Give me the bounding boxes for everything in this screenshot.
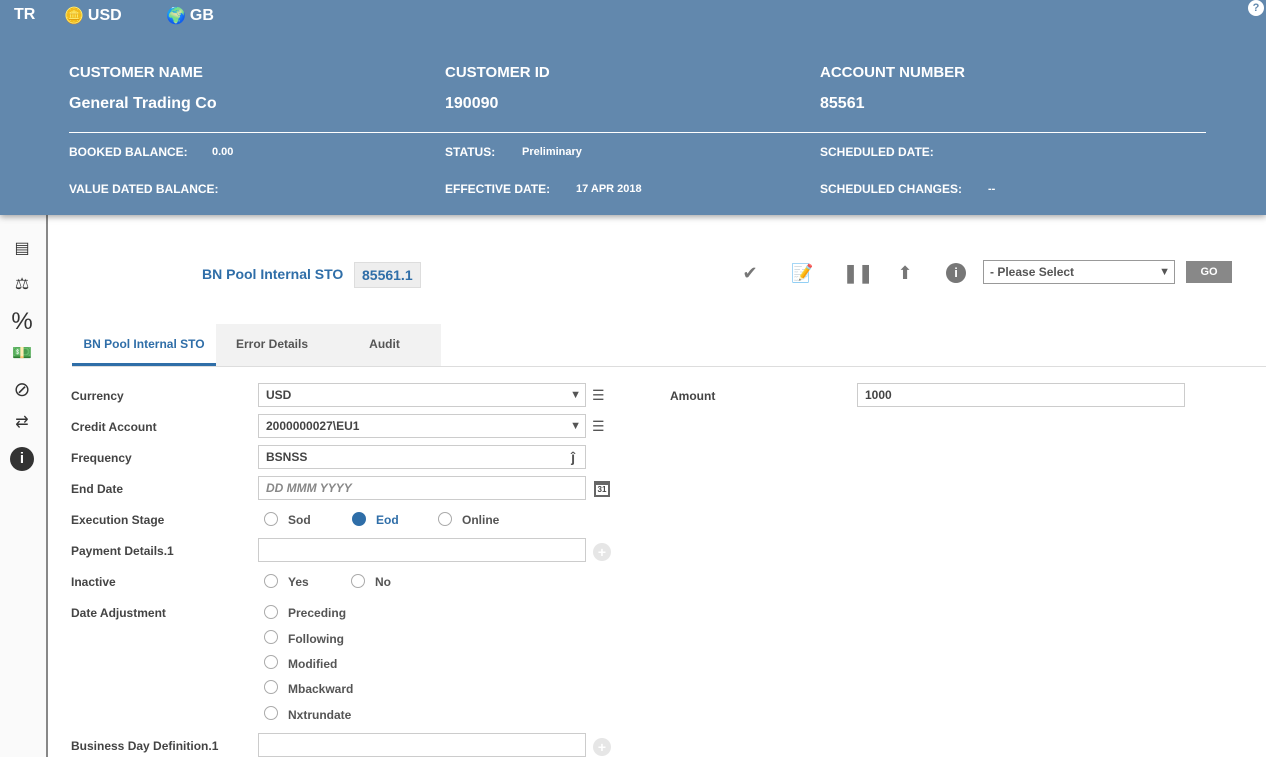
tab-error-details[interactable]: Error Details — [235, 337, 309, 351]
modified-radio[interactable] — [264, 655, 278, 669]
hold-pause-icon[interactable]: ❚❚ — [843, 263, 874, 283]
inactive-label: Inactive — [71, 575, 116, 589]
sign-document-icon[interactable]: 📝 — [791, 263, 814, 283]
customer-id-label: CUSTOMER ID — [445, 64, 550, 81]
globe-icon: 🌍 — [166, 8, 186, 25]
list-icon[interactable]: ☰ — [592, 418, 605, 434]
mbackward-radio[interactable] — [264, 680, 278, 694]
info-icon[interactable]: i — [10, 447, 34, 471]
record-title: BN Pool Internal STO — [202, 266, 344, 282]
currency-select[interactable]: USD ▼ — [258, 383, 586, 407]
business-day-input[interactable] — [258, 733, 586, 757]
execution-stage-label: Execution Stage — [71, 513, 165, 527]
calendar-icon[interactable]: 31 — [594, 481, 610, 497]
scheduled-date-label: SCHEDULED DATE: — [820, 145, 934, 159]
nxtrundate-label: Nxtrundate — [288, 708, 352, 722]
ban-icon[interactable]: ⊘ — [13, 379, 31, 401]
tab-audit[interactable]: Audit — [369, 337, 400, 351]
validate-check-icon[interactable]: ✔ — [742, 263, 758, 283]
coins-icon: 🪙 — [64, 8, 84, 25]
following-label: Following — [288, 632, 344, 646]
status-label: STATUS: — [445, 145, 496, 159]
business-day-label: Business Day Definition.1 — [71, 739, 219, 753]
preceding-radio[interactable] — [264, 605, 278, 619]
eod-label: Eod — [376, 513, 399, 527]
list-icon[interactable]: ☰ — [592, 387, 605, 403]
amount-input[interactable]: 1000 — [857, 383, 1185, 407]
frequency-input[interactable]: BSNSS ĵ — [258, 445, 586, 469]
info-icon[interactable]: i — [946, 263, 966, 283]
frequency-label: Frequency — [71, 451, 132, 465]
value-dated-balance-label: VALUE DATED BALANCE: — [69, 182, 219, 196]
tab-divider — [72, 366, 1266, 367]
end-date-input[interactable]: DD MMM YYYY — [258, 476, 586, 500]
eod-radio[interactable] — [352, 512, 366, 526]
currency-label: Currency — [71, 389, 124, 403]
currency-indicator: 🪙 USD — [64, 7, 122, 25]
following-radio[interactable] — [264, 630, 278, 644]
customer-header: TR 🪙 USD 🌍 GB ? CUSTOMER NAME General Trad… — [0, 0, 1266, 215]
customer-name-label: CUSTOMER NAME — [69, 64, 203, 81]
credit-account-select[interactable]: 2000000027\EU1 ▼ — [258, 414, 586, 438]
inactive-yes-label: Yes — [288, 575, 309, 589]
modified-label: Modified — [288, 657, 338, 671]
dropdown-arrow-icon: ▼ — [570, 389, 581, 401]
region-indicator: 🌍 GB — [166, 7, 214, 25]
booked-balance: 0.00 — [212, 146, 234, 158]
add-icon[interactable]: + — [593, 738, 611, 756]
booked-balance-label: BOOKED BALANCE: — [69, 145, 188, 159]
online-label: Online — [462, 513, 500, 527]
add-icon[interactable]: + — [593, 543, 611, 561]
header-divider — [69, 132, 1206, 133]
date-adjustment-label: Date Adjustment — [71, 606, 166, 620]
tab-bn-pool-internal-sto[interactable]: BN Pool Internal STO — [72, 324, 216, 366]
customer-id: 190090 — [445, 95, 499, 112]
scheduled-changes-label: SCHEDULED CHANGES: — [820, 182, 963, 196]
dropdown-arrow-icon: ▼ — [1159, 266, 1170, 278]
credit-account-label: Credit Account — [71, 420, 157, 434]
transfer-card-icon[interactable]: ▤ — [14, 240, 30, 257]
language-code: TR — [14, 6, 36, 23]
preceding-label: Preceding — [288, 606, 347, 620]
amount-label: Amount — [670, 389, 716, 403]
frequency-picker-icon[interactable]: ĵ — [571, 449, 575, 465]
effective-date-label: EFFECTIVE DATE: — [445, 182, 551, 196]
go-button[interactable]: GO — [1186, 261, 1232, 283]
dropdown-arrow-icon: ▼ — [570, 420, 581, 432]
sod-label: Sod — [288, 513, 311, 527]
inactive-no-label: No — [375, 575, 391, 589]
upload-icon[interactable]: ⬆ — [897, 263, 913, 283]
record-id: 85561.1 — [354, 262, 421, 288]
inactive-yes-radio[interactable] — [264, 574, 278, 588]
payment-details-label: Payment Details.1 — [71, 544, 174, 558]
money-exchange-icon[interactable]: ⇄ — [15, 414, 29, 431]
help-button[interactable]: ? — [1248, 0, 1264, 16]
inactive-no-radio[interactable] — [351, 574, 365, 588]
payment-details-input[interactable] — [258, 538, 586, 562]
effective-date: 17 APR 2018 — [576, 183, 642, 195]
account-number: 85561 — [820, 95, 865, 112]
sidebar: ▤ ⚖ % 💵 ⊘ ⇄ i — [0, 215, 48, 757]
cash-hand-icon[interactable]: 💵 — [12, 345, 32, 362]
balance-scale-icon[interactable]: ⚖ — [14, 276, 30, 293]
customer-name: General Trading Co — [69, 95, 217, 112]
account-number-label: ACCOUNT NUMBER — [820, 64, 965, 81]
scheduled-changes: -- — [988, 183, 996, 195]
status-value: Preliminary — [522, 146, 582, 158]
sod-radio[interactable] — [264, 512, 278, 526]
action-select[interactable]: - Please Select ▼ — [983, 260, 1175, 284]
tab-strip-bg — [216, 324, 441, 366]
mbackward-label: Mbackward — [288, 682, 354, 696]
percent-icon[interactable]: % — [11, 308, 33, 335]
online-radio[interactable] — [438, 512, 452, 526]
nxtrundate-radio[interactable] — [264, 706, 278, 720]
end-date-label: End Date — [71, 482, 124, 496]
